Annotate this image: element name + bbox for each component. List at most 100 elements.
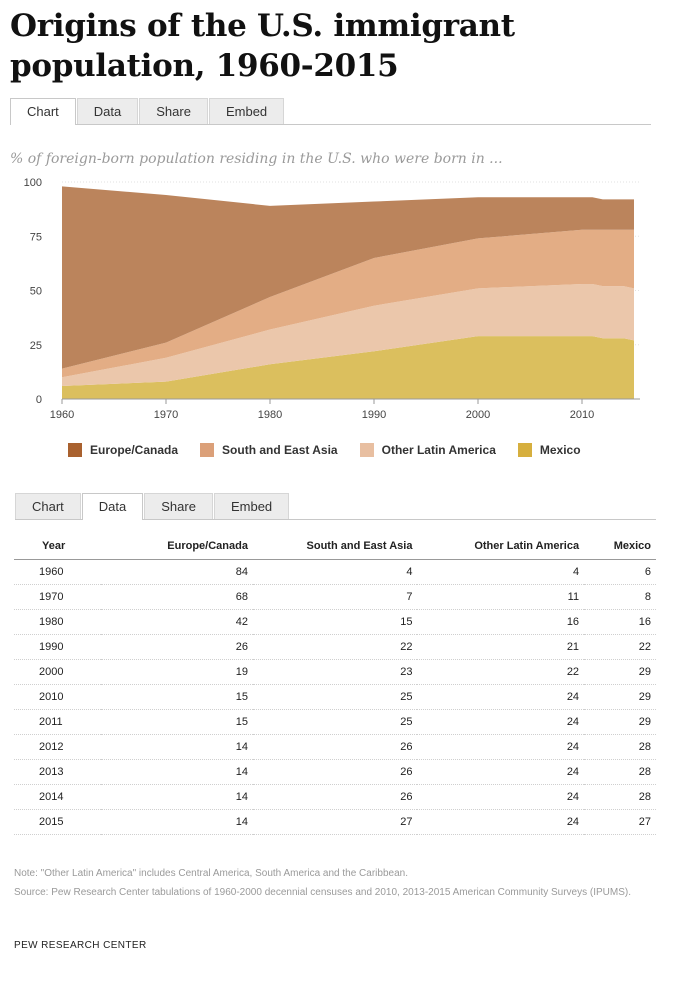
table-row: 1990 26 22 21 22 [14, 634, 656, 660]
legend-swatch [200, 443, 215, 457]
table-row: 1960 84 4 4 6 [14, 559, 656, 585]
y-tick-label: 50 [30, 286, 42, 298]
tab-share[interactable]: Share [139, 98, 208, 124]
table-cell: 2015 [14, 809, 101, 835]
table-cell: 24 [417, 759, 585, 785]
chart-source: Source: Pew Research Center tabulations … [14, 887, 632, 898]
brand-label: PEW RESEARCH CENTER [14, 940, 147, 951]
table-body: 1960 84 4 4 6 1970 68 7 11 8 1980 42 15 16 16 1990 26 22 2… [14, 559, 656, 835]
table-cell: 24 [417, 809, 585, 835]
table-cell: 28 [584, 759, 656, 785]
tab-chart[interactable]: Chart [10, 98, 76, 125]
table-cell: 29 [584, 684, 656, 710]
table-cell: 6 [584, 559, 656, 585]
y-tick-label: 100 [24, 177, 42, 189]
table-cell: 26 [100, 634, 253, 660]
table-cell: 11 [417, 584, 585, 610]
table-cell: 14 [100, 809, 253, 835]
table-cell: 1990 [14, 634, 101, 660]
tab-embed[interactable]: Embed [208, 98, 285, 124]
data-table: Year Europe/Canada South and East Asia Othe… [14, 532, 656, 835]
table-cell: 25 [252, 709, 418, 735]
table-row: 1980 42 15 16 16 [14, 609, 656, 635]
table-cell: 4 [252, 559, 418, 585]
legend-item: South and East Asia [200, 443, 338, 457]
tab-share[interactable]: Share [144, 493, 213, 519]
legend-label: Other Latin America [381, 443, 496, 457]
legend-label: Mexico [539, 443, 581, 457]
column-header: Other Latin America [417, 532, 585, 560]
chart-note: Note: "Other Latin America" includes Cen… [14, 868, 408, 879]
area-other-latin-america [62, 283, 634, 386]
tab-chart[interactable]: Chart [15, 493, 81, 519]
legend-swatch [68, 443, 82, 457]
table-cell: 2013 [14, 759, 101, 785]
area-south-and-east-asia [62, 229, 634, 378]
stacked-area-chart: 0 25 50 75 100 1960 1970 1980 1990 2000 2010 [24, 177, 640, 421]
legend-swatch [517, 443, 532, 457]
table-cell: 22 [252, 634, 418, 660]
table-cell: 28 [584, 734, 656, 760]
table-cell: 22 [417, 659, 585, 685]
table-cell: 27 [584, 809, 656, 835]
table-cell: 21 [417, 634, 585, 660]
table-cell: 24 [417, 784, 585, 810]
legend-item: Mexico [517, 443, 581, 457]
table-cell: 29 [584, 659, 656, 685]
table-row: 2000 19 23 22 29 [14, 659, 656, 685]
table-cell: 19 [100, 659, 253, 685]
table-row: 2015 14 27 24 27 [14, 809, 656, 835]
table-cell: 26 [252, 734, 418, 760]
x-tick-label: 2010 [570, 409, 594, 421]
table-cell: 16 [417, 609, 585, 635]
area-mexico [62, 336, 634, 399]
table-cell: 1960 [14, 559, 101, 585]
table-cell: 15 [252, 609, 418, 635]
tab-embed[interactable]: Embed [213, 493, 290, 519]
table-cell: 7 [252, 584, 418, 610]
legend-item: Europe/Canada [68, 443, 178, 457]
table-cell: 8 [584, 584, 656, 610]
table-cell: 2012 [14, 734, 101, 760]
tab-data[interactable]: Data [81, 493, 144, 520]
table-cell: 22 [584, 634, 656, 660]
table-cell: 2011 [14, 709, 101, 735]
table-cell: 2010 [14, 684, 101, 710]
chart-legend: Europe/Canada South and East Asia Other La… [68, 443, 603, 457]
y-tick-label: 75 [30, 231, 42, 243]
x-tick-label: 1980 [258, 409, 282, 421]
column-header: Mexico [584, 532, 656, 560]
column-header: Year [14, 532, 101, 560]
table-cell: 26 [252, 784, 418, 810]
y-tick-label: 25 [30, 340, 42, 352]
table-cell: 29 [584, 709, 656, 735]
table-cell: 14 [100, 734, 253, 760]
table-cell: 24 [417, 684, 585, 710]
page-title: Origins of the U.S. immigrant population… [10, 8, 515, 84]
table-cell: 27 [252, 809, 418, 835]
table-cell: 23 [252, 659, 418, 685]
x-tick-label: 1960 [50, 409, 74, 421]
table-cell: 2014 [14, 784, 101, 810]
table-cell: 42 [100, 609, 253, 635]
table-row: 2010 15 25 24 29 [14, 684, 656, 710]
table-header-row: Year Europe/Canada South and East Asia Othe… [14, 532, 656, 560]
table-row: 2013 14 26 24 28 [14, 759, 656, 785]
x-tick-label: 1970 [154, 409, 178, 421]
table-row: 2012 14 26 24 28 [14, 734, 656, 760]
table-cell: 14 [100, 784, 253, 810]
table-cell: 25 [252, 684, 418, 710]
table-cell: 16 [584, 609, 656, 635]
table-cell: 1980 [14, 609, 101, 635]
chart-tabs-bottom: Chart Data Share Embed [15, 493, 656, 520]
table-cell: 68 [100, 584, 253, 610]
table-cell: 15 [100, 709, 253, 735]
legend-swatch [359, 443, 374, 457]
area-europe-canada [62, 186, 634, 369]
table-cell: 24 [417, 734, 585, 760]
tab-data[interactable]: Data [76, 98, 139, 124]
table-row: 2014 14 26 24 28 [14, 784, 656, 810]
table-cell: 24 [417, 709, 585, 735]
table-row: 2011 15 25 24 29 [14, 709, 656, 735]
x-tick-label: 2000 [466, 409, 490, 421]
